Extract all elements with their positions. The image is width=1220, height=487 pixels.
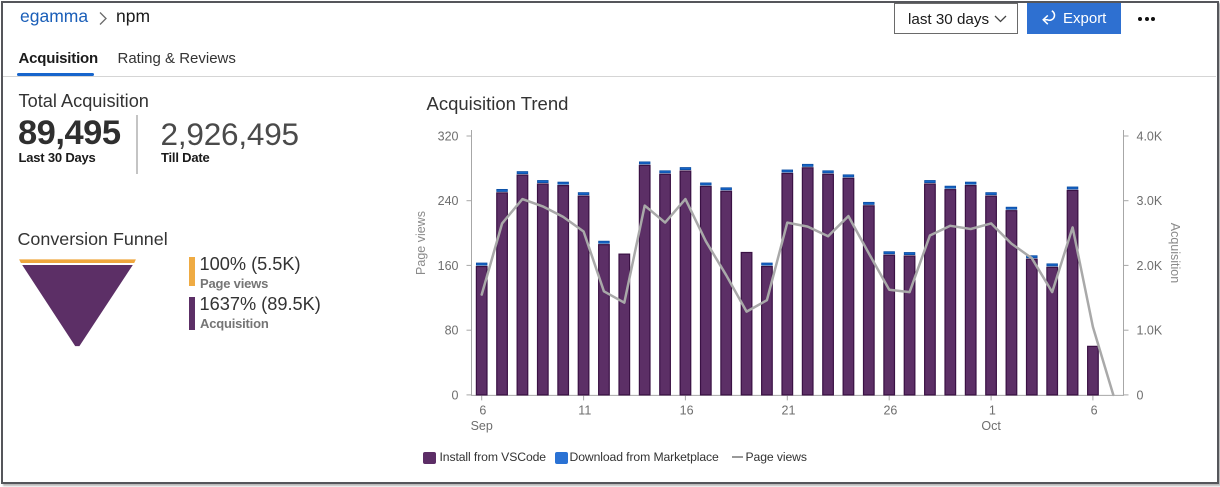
svg-text:6: 6 — [1091, 403, 1098, 417]
svg-text:16: 16 — [680, 403, 694, 417]
svg-text:0: 0 — [1137, 388, 1144, 402]
svg-text:240: 240 — [438, 194, 459, 208]
svg-text:Oct: Oct — [981, 419, 1001, 433]
svg-text:11: 11 — [578, 403, 591, 417]
svg-text:1.0K: 1.0K — [1137, 324, 1163, 338]
svg-text:Page views: Page views — [414, 211, 428, 275]
svg-text:26: 26 — [883, 403, 897, 417]
svg-text:Acquisition: Acquisition — [1168, 223, 1182, 283]
svg-text:4.0K: 4.0K — [1137, 129, 1163, 143]
svg-text:21: 21 — [782, 403, 796, 417]
svg-text:320: 320 — [438, 129, 459, 143]
svg-text:160: 160 — [438, 259, 459, 273]
svg-text:0: 0 — [452, 388, 459, 402]
svg-text:Sep: Sep — [471, 419, 493, 433]
svg-text:1: 1 — [989, 403, 996, 417]
svg-text:6: 6 — [479, 403, 486, 417]
svg-text:2.0K: 2.0K — [1137, 259, 1163, 273]
svg-text:80: 80 — [445, 324, 459, 338]
svg-text:3.0K: 3.0K — [1137, 194, 1163, 208]
